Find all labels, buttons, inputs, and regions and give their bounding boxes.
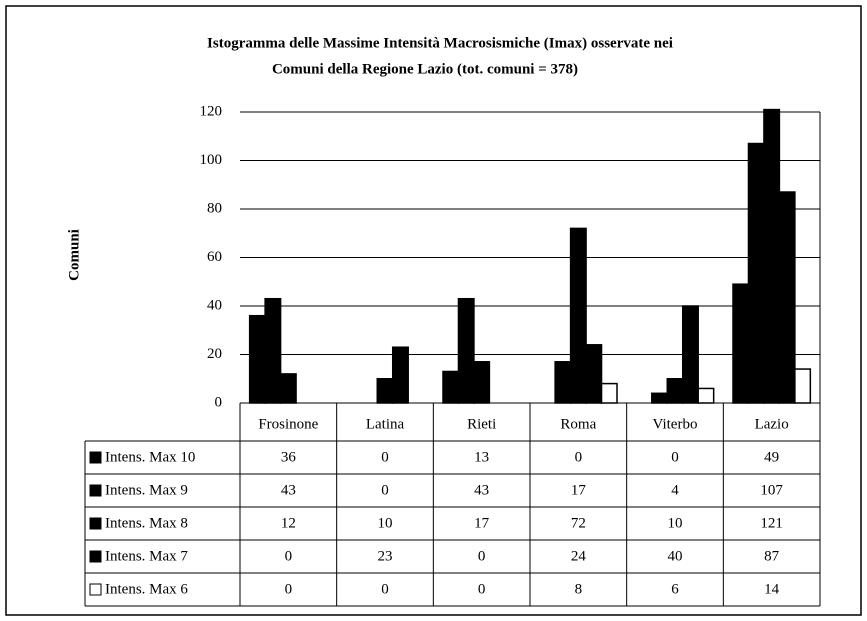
bar: [794, 368, 812, 404]
table-cell: 12: [281, 515, 296, 531]
y-tick-label: 80: [207, 200, 222, 216]
table-cell: 23: [378, 548, 393, 564]
table-cell: 87: [764, 548, 780, 564]
x-tick-label: Roma: [560, 416, 596, 432]
table-cell: 0: [285, 548, 293, 564]
table-cell: 43: [474, 482, 489, 498]
bar: [391, 346, 409, 404]
x-tick-label: Frosinone: [258, 416, 318, 432]
table-cell: 0: [575, 449, 583, 465]
legend-swatch: [89, 550, 102, 563]
table-cell: 0: [381, 581, 389, 597]
table-cell: 13: [474, 449, 489, 465]
table-cell: 0: [671, 449, 679, 465]
table-cell: 0: [381, 482, 389, 498]
bar: [248, 314, 266, 404]
table-cell: 10: [668, 515, 683, 531]
bar: [747, 142, 765, 404]
x-tick-label: Lazio: [755, 416, 789, 432]
legend-label: Intens. Max 6: [105, 581, 188, 597]
table-cell: 17: [474, 515, 490, 531]
bar: [554, 361, 572, 404]
table-cell: 8: [575, 581, 583, 597]
legend-label: Intens. Max 9: [105, 482, 188, 498]
bar: [666, 378, 684, 404]
table-cell: 17: [571, 482, 587, 498]
bar: [732, 283, 750, 404]
bar: [681, 305, 699, 404]
table-cell: 49: [764, 449, 779, 465]
table-cell: 40: [668, 548, 683, 564]
table-cell: 6: [671, 581, 679, 597]
table-cell: 0: [478, 548, 486, 564]
table-cell: 121: [760, 515, 783, 531]
y-tick-label: 60: [207, 249, 222, 265]
x-tick-label: Viterbo: [653, 416, 698, 432]
legend-swatch: [89, 451, 102, 464]
bar: [442, 370, 460, 404]
table-cell: 14: [764, 581, 780, 597]
bar: [778, 191, 796, 404]
legend-label: Intens. Max 7: [105, 548, 188, 564]
chart-title: Istogramma delle Massime Intensità Macro…: [207, 35, 673, 51]
bar: [600, 382, 618, 404]
table-cell: 0: [478, 581, 486, 597]
y-tick-label: 0: [215, 394, 223, 410]
y-axis-label: Comuni: [66, 229, 82, 281]
legend-swatch: [89, 517, 102, 530]
table-cell: 0: [381, 449, 389, 465]
table-cell: 107: [760, 482, 783, 498]
legend-label: Intens. Max 8: [105, 515, 188, 531]
legend-swatch: [89, 583, 102, 596]
bar: [457, 297, 475, 404]
bar: [376, 378, 394, 404]
table-cell: 0: [285, 581, 293, 597]
legend-swatch: [89, 484, 102, 497]
bar: [763, 108, 781, 404]
x-tick-label: Rieti: [467, 416, 496, 432]
table-cell: 36: [281, 449, 297, 465]
table-cell: 72: [571, 515, 586, 531]
legend-label: Intens. Max 10: [105, 449, 195, 465]
chart-title: Comuni della Regione Lazio (tot. comuni …: [272, 61, 578, 77]
table-cell: 10: [378, 515, 393, 531]
bar: [279, 373, 297, 404]
y-tick-label: 120: [200, 103, 223, 119]
table-cell: 24: [571, 548, 587, 564]
bar: [264, 297, 282, 404]
bar: [697, 387, 715, 404]
y-tick-label: 100: [200, 152, 223, 168]
table-cell: 43: [281, 482, 296, 498]
bar: [473, 361, 491, 404]
table-cell: 4: [671, 482, 679, 498]
y-tick-label: 20: [207, 346, 222, 362]
bar: [651, 392, 669, 404]
bar: [569, 227, 587, 404]
bar: [585, 344, 603, 404]
x-tick-label: Latina: [366, 416, 405, 432]
y-tick-label: 40: [207, 297, 222, 313]
